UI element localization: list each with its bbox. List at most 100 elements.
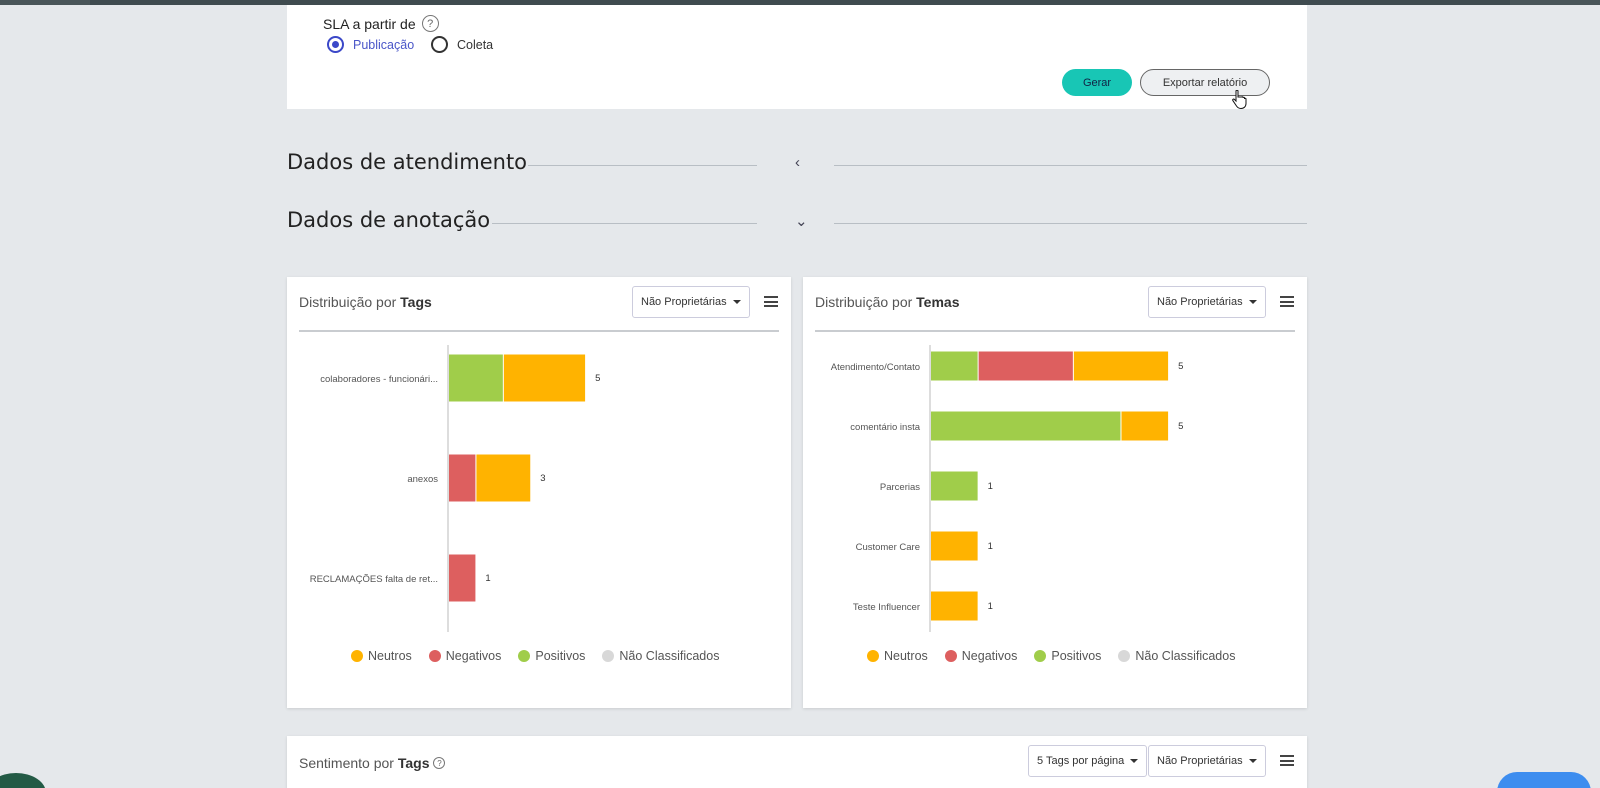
data-label: 1 [988,601,993,612]
legend-label: Negativos [445,649,502,663]
bar-segment-positivos [931,351,978,381]
section-title: Dados de atendimento [287,150,528,174]
chart-legend: Neutros Negativos Positivos Não Classifi… [867,649,1235,663]
hamburger-menu-icon[interactable] [1280,755,1294,766]
hand-cursor-icon [1232,90,1247,110]
legend-item-positivos[interactable]: Positivos [518,649,585,663]
category-label: Parcerias [880,482,920,493]
filter-dropdown[interactable]: Não Proprietárias [1148,286,1266,318]
data-label: 5 [595,373,600,384]
help-widget-button[interactable] [1497,772,1591,788]
card-title-bold: Tags [397,755,430,771]
bar-segment-positivos [449,354,503,402]
category-label: colaboradores - funcionári... [320,374,438,385]
section-dados-atendimento: Dados de atendimento ‹ [287,150,1307,180]
caret-down-icon [1130,759,1139,763]
radio-selected-icon[interactable] [327,36,344,53]
chevron-left-icon[interactable]: ‹ [795,154,800,171]
export-report-button[interactable]: Exportar relatório [1140,69,1270,96]
legend-label: Não Classificados [1135,649,1236,663]
legend-swatch [867,650,879,662]
bar-segment-neutros [931,531,978,561]
category-label: Customer Care [856,542,920,553]
help-icon[interactable]: ? [433,757,446,769]
chevron-down-icon[interactable]: ⌄ [795,213,808,230]
card-title-bold: Tags [400,294,432,310]
bar-segment-neutros [1073,351,1169,381]
tags-bar-chart: colaboradores - funcionári... 5 anexos 3 REC… [310,345,600,632]
legend-item-positivos[interactable]: Positivos [1034,649,1101,663]
legend-item-neutros[interactable]: Neutros [351,649,412,663]
divider [834,223,1307,224]
card-distribution-temas: Distribuição por Temas Não Proprietárias… [803,277,1307,708]
filter-dropdown-label: Não Proprietárias [1157,296,1243,308]
legend-label: Negativos [961,649,1018,663]
bar-segment-neutros [476,454,531,502]
legend-label: Positivos [535,649,586,663]
category-label: anexos [407,474,438,485]
card-title-prefix: Sentimento por [299,755,398,771]
filter-dropdown-label: Não Proprietárias [641,296,727,308]
divider [528,165,757,166]
sla-label-text: SLA a partir de [323,15,416,32]
radio-unselected-icon[interactable] [431,36,448,53]
card-title-bold: Temas [916,294,960,310]
radio-coleta-label: Coleta [457,37,494,52]
caret-down-icon [1248,759,1257,763]
caret-down-icon [1248,300,1257,304]
card-sentiment-tags: Sentimento por Tags ? 5 Tags por página … [287,736,1307,788]
card-title: Sentimento por Tags ? [299,755,446,771]
legend-item-nao-classificados[interactable]: Não Classificados [1118,649,1235,663]
chart-legend: Neutros Negativos Positivos Não Classifi… [351,649,719,663]
legend-item-negativos[interactable]: Negativos [428,649,502,663]
card-title: Distribuição por Temas [815,294,959,310]
legend-label: Neutros [884,649,928,663]
category-label: RECLAMAÇÕES falta de ret... [310,574,438,585]
legend-item-negativos[interactable]: Negativos [944,649,1018,663]
card-distribution-tags: Distribuição por Tags Não Proprietárias … [287,277,791,708]
legend-swatch [944,650,957,662]
generate-button[interactable]: Gerar [1062,69,1132,96]
divider [834,165,1307,166]
card-title: Distribuição por Tags [299,294,432,310]
legend-label: Neutros [368,649,412,663]
sla-label: SLA a partir de ? [323,15,439,32]
legend-item-nao-classificados[interactable]: Não Classificados [602,649,719,663]
data-label: 1 [988,481,993,492]
legend-swatch [1118,650,1131,662]
radio-coleta[interactable]: Coleta [431,36,493,53]
section-title: Dados de anotação [287,208,491,232]
data-label: 5 [1178,361,1183,372]
filter-dropdown[interactable]: Não Proprietárias [1148,745,1266,777]
data-label: 5 [1178,421,1183,432]
hamburger-menu-icon[interactable] [1280,296,1294,307]
card-title-prefix: Distribuição por [815,294,917,310]
legend-swatch [428,650,441,662]
per-page-dropdown[interactable]: 5 Tags por página [1028,745,1148,777]
hamburger-menu-icon[interactable] [764,296,778,307]
chat-widget-icon[interactable] [0,773,46,788]
category-label: Teste Influencer [853,602,920,613]
card-title-prefix: Distribuição por [299,294,401,310]
report-form: SLA a partir de ? Publicação Coleta Gera… [287,5,1307,109]
help-icon[interactable]: ? [421,15,439,32]
legend-swatch [602,650,615,662]
caret-down-icon [732,300,741,304]
filter-dropdown-label: Não Proprietárias [1157,755,1243,767]
bar-segment-positivos [931,411,1121,441]
divider [492,223,757,224]
data-label: 3 [540,473,545,484]
bar-segment-neutros [931,591,978,621]
bar-segment-negativos [978,351,1073,381]
legend-swatch [518,650,531,662]
legend-swatch [1034,650,1047,662]
section-dados-anotacao: Dados de anotação ⌄ [287,208,1307,238]
category-label: Atendimento/Contato [831,362,920,373]
legend-swatch [351,650,363,662]
data-label: 1 [485,573,490,584]
filter-dropdown[interactable]: Não Proprietárias [632,286,750,318]
radio-publicacao[interactable]: Publicação [327,36,414,53]
bar-segment-neutros [1121,411,1169,441]
data-label: 1 [988,541,993,552]
legend-item-neutros[interactable]: Neutros [867,649,928,663]
